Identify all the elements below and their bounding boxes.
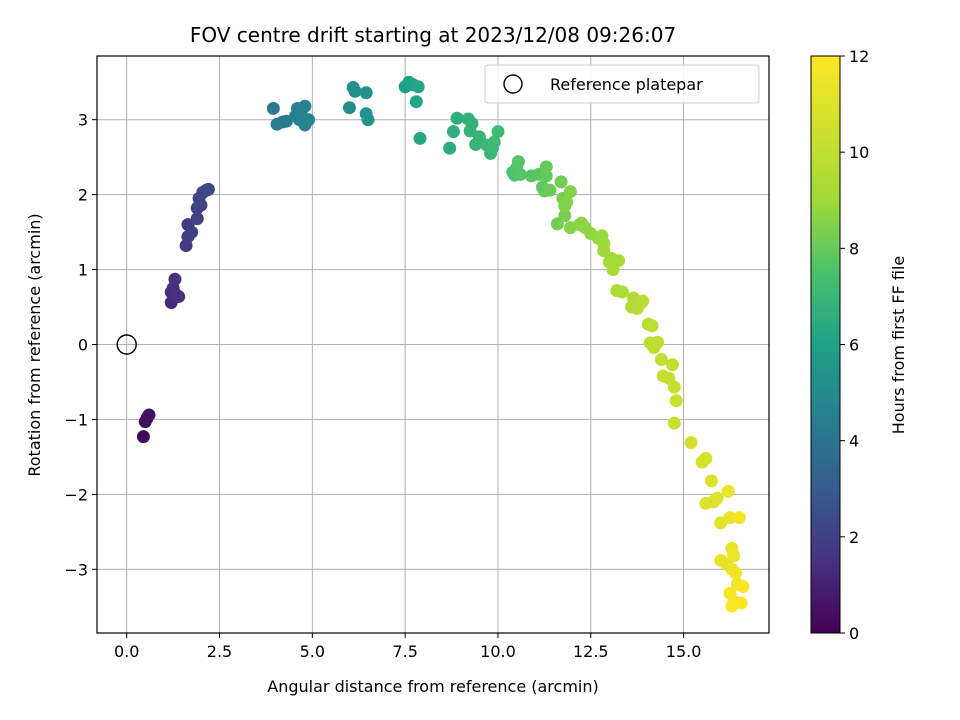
data-point [612, 254, 626, 268]
data-point [136, 430, 150, 444]
grid-lines [97, 56, 769, 633]
x-axis-ticks: 0.0 2.5 5.0 7.5 10.0 12.5 15.0 [114, 633, 701, 661]
data-point [665, 358, 679, 372]
data-point [450, 111, 464, 125]
data-point [201, 182, 215, 196]
data-point [704, 474, 718, 488]
data-point [684, 436, 698, 450]
data-point [511, 155, 525, 169]
data-point [472, 130, 486, 144]
x-tick-label: 10.0 [480, 642, 516, 661]
x-tick-label: 0.0 [114, 642, 139, 661]
data-point [667, 416, 681, 430]
data-point [654, 352, 668, 366]
data-point [539, 169, 553, 183]
colorbar-tick-label: 2 [849, 528, 859, 547]
x-tick-label: 7.5 [392, 642, 417, 661]
data-point [443, 141, 457, 155]
reference-marker-group [116, 334, 137, 355]
data-point [667, 380, 681, 394]
colorbar-tick-label: 8 [849, 239, 859, 258]
legend-entry-reference-platepar: Reference platepar [550, 75, 703, 94]
data-point [302, 113, 316, 127]
x-tick-label: 15.0 [666, 642, 702, 661]
legend: Reference platepar [484, 64, 760, 104]
colorbar-ticks: 0 2 4 6 8 10 12 [840, 47, 869, 643]
y-tick-label: −3 [64, 560, 88, 579]
data-point [194, 198, 208, 212]
reference-platepar-marker [116, 334, 137, 355]
data-point [411, 80, 425, 94]
colorbar-tick-label: 10 [849, 143, 869, 162]
data-point [669, 394, 683, 408]
x-axis-label: Angular distance from reference (arcmin) [267, 677, 598, 696]
data-point [710, 491, 724, 505]
colorbar-tick-label: 0 [849, 624, 859, 643]
data-point [142, 408, 156, 422]
data-point [645, 319, 659, 333]
y-axis-ticks: −3 −2 −1 0 1 2 3 [64, 111, 97, 579]
data-point [732, 511, 746, 525]
colorbar-tick-label: 4 [849, 432, 859, 451]
y-tick-label: −2 [64, 485, 88, 504]
colorbar: 0 2 4 6 8 10 12 Hours from first FF file [810, 47, 908, 643]
data-point [491, 125, 505, 139]
legend-reference-marker [503, 74, 523, 94]
data-point [721, 484, 735, 498]
data-point [699, 451, 713, 465]
x-tick-label: 12.5 [573, 642, 609, 661]
data-point [725, 599, 739, 613]
data-point [558, 209, 572, 223]
data-point [361, 113, 375, 127]
data-point [168, 272, 182, 286]
data-point [550, 217, 564, 231]
y-axis-label: Rotation from reference (arcmin) [25, 213, 44, 476]
colorbar-gradient [810, 55, 841, 634]
data-point [342, 101, 356, 115]
chart-title: FOV centre drift starting at 2023/12/08 … [190, 23, 676, 47]
data-point [736, 580, 750, 594]
y-tick-label: 1 [78, 261, 88, 280]
data-point [563, 185, 577, 199]
data-point [615, 285, 629, 299]
colorbar-label: Hours from first FF file [889, 256, 908, 435]
data-point [651, 335, 665, 349]
data-point [560, 195, 574, 209]
y-tick-label: 0 [78, 336, 88, 355]
data-point [348, 84, 362, 98]
data-point [729, 566, 743, 580]
data-point [465, 116, 479, 130]
data-point [539, 160, 553, 174]
data-point [359, 86, 373, 100]
data-point [723, 511, 737, 525]
data-points [136, 75, 750, 613]
data-point [172, 290, 186, 304]
data-point [298, 99, 312, 113]
data-point [190, 212, 204, 226]
colorbar-tick-label: 6 [849, 336, 859, 355]
y-tick-label: −1 [64, 410, 88, 429]
data-point [409, 95, 423, 109]
y-tick-label: 2 [78, 186, 88, 205]
colorbar-tick-label: 12 [849, 47, 869, 66]
x-tick-label: 2.5 [207, 642, 232, 661]
legend-box [484, 64, 760, 104]
y-tick-label: 3 [78, 111, 88, 130]
data-point [487, 135, 501, 149]
data-point [636, 294, 650, 308]
data-point [413, 131, 427, 145]
data-point [554, 175, 568, 189]
data-point [446, 125, 460, 139]
data-point [727, 549, 741, 563]
data-point [513, 167, 527, 181]
data-point [185, 225, 199, 239]
data-point [266, 101, 280, 115]
x-tick-label: 5.0 [300, 642, 325, 661]
data-point [543, 183, 557, 197]
